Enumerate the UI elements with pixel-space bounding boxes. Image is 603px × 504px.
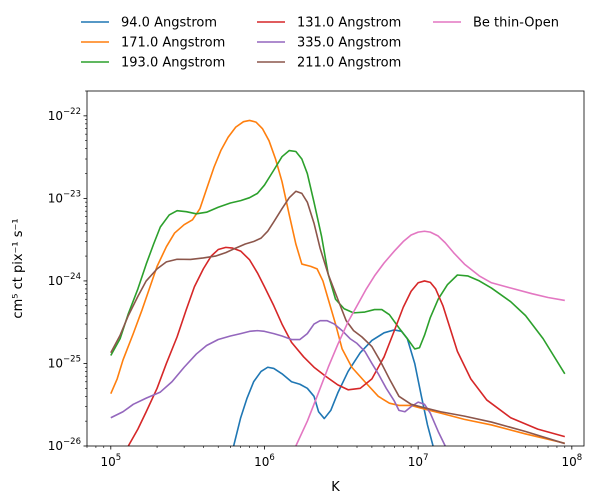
legend-label: 193.0 Angstrom [121,56,225,71]
legend-label: 211.0 Angstrom [297,56,401,71]
legend-label: 335.0 Angstrom [297,36,401,51]
y-axis-label: cm⁵ ct pix⁻¹ s⁻¹ [11,218,26,318]
series-line-4 [127,246,566,446]
legend: 94.0 Angstrom 171.0 Angstrom 193.0 Angstro… [81,16,559,71]
series-line-3 [110,149,566,375]
x-axis-label: K [331,480,340,495]
series-line-6 [110,190,566,445]
series-line-7 [295,230,565,446]
series-layer [110,119,566,446]
legend-label: 131.0 Angstrom [297,16,401,31]
series-line-5 [110,319,446,446]
legend-label: 94.0 Angstrom [121,16,217,31]
legend-label: 171.0 Angstrom [121,36,225,51]
legend-label: Be thin-Open [473,16,559,31]
plot-frame [86,90,585,447]
